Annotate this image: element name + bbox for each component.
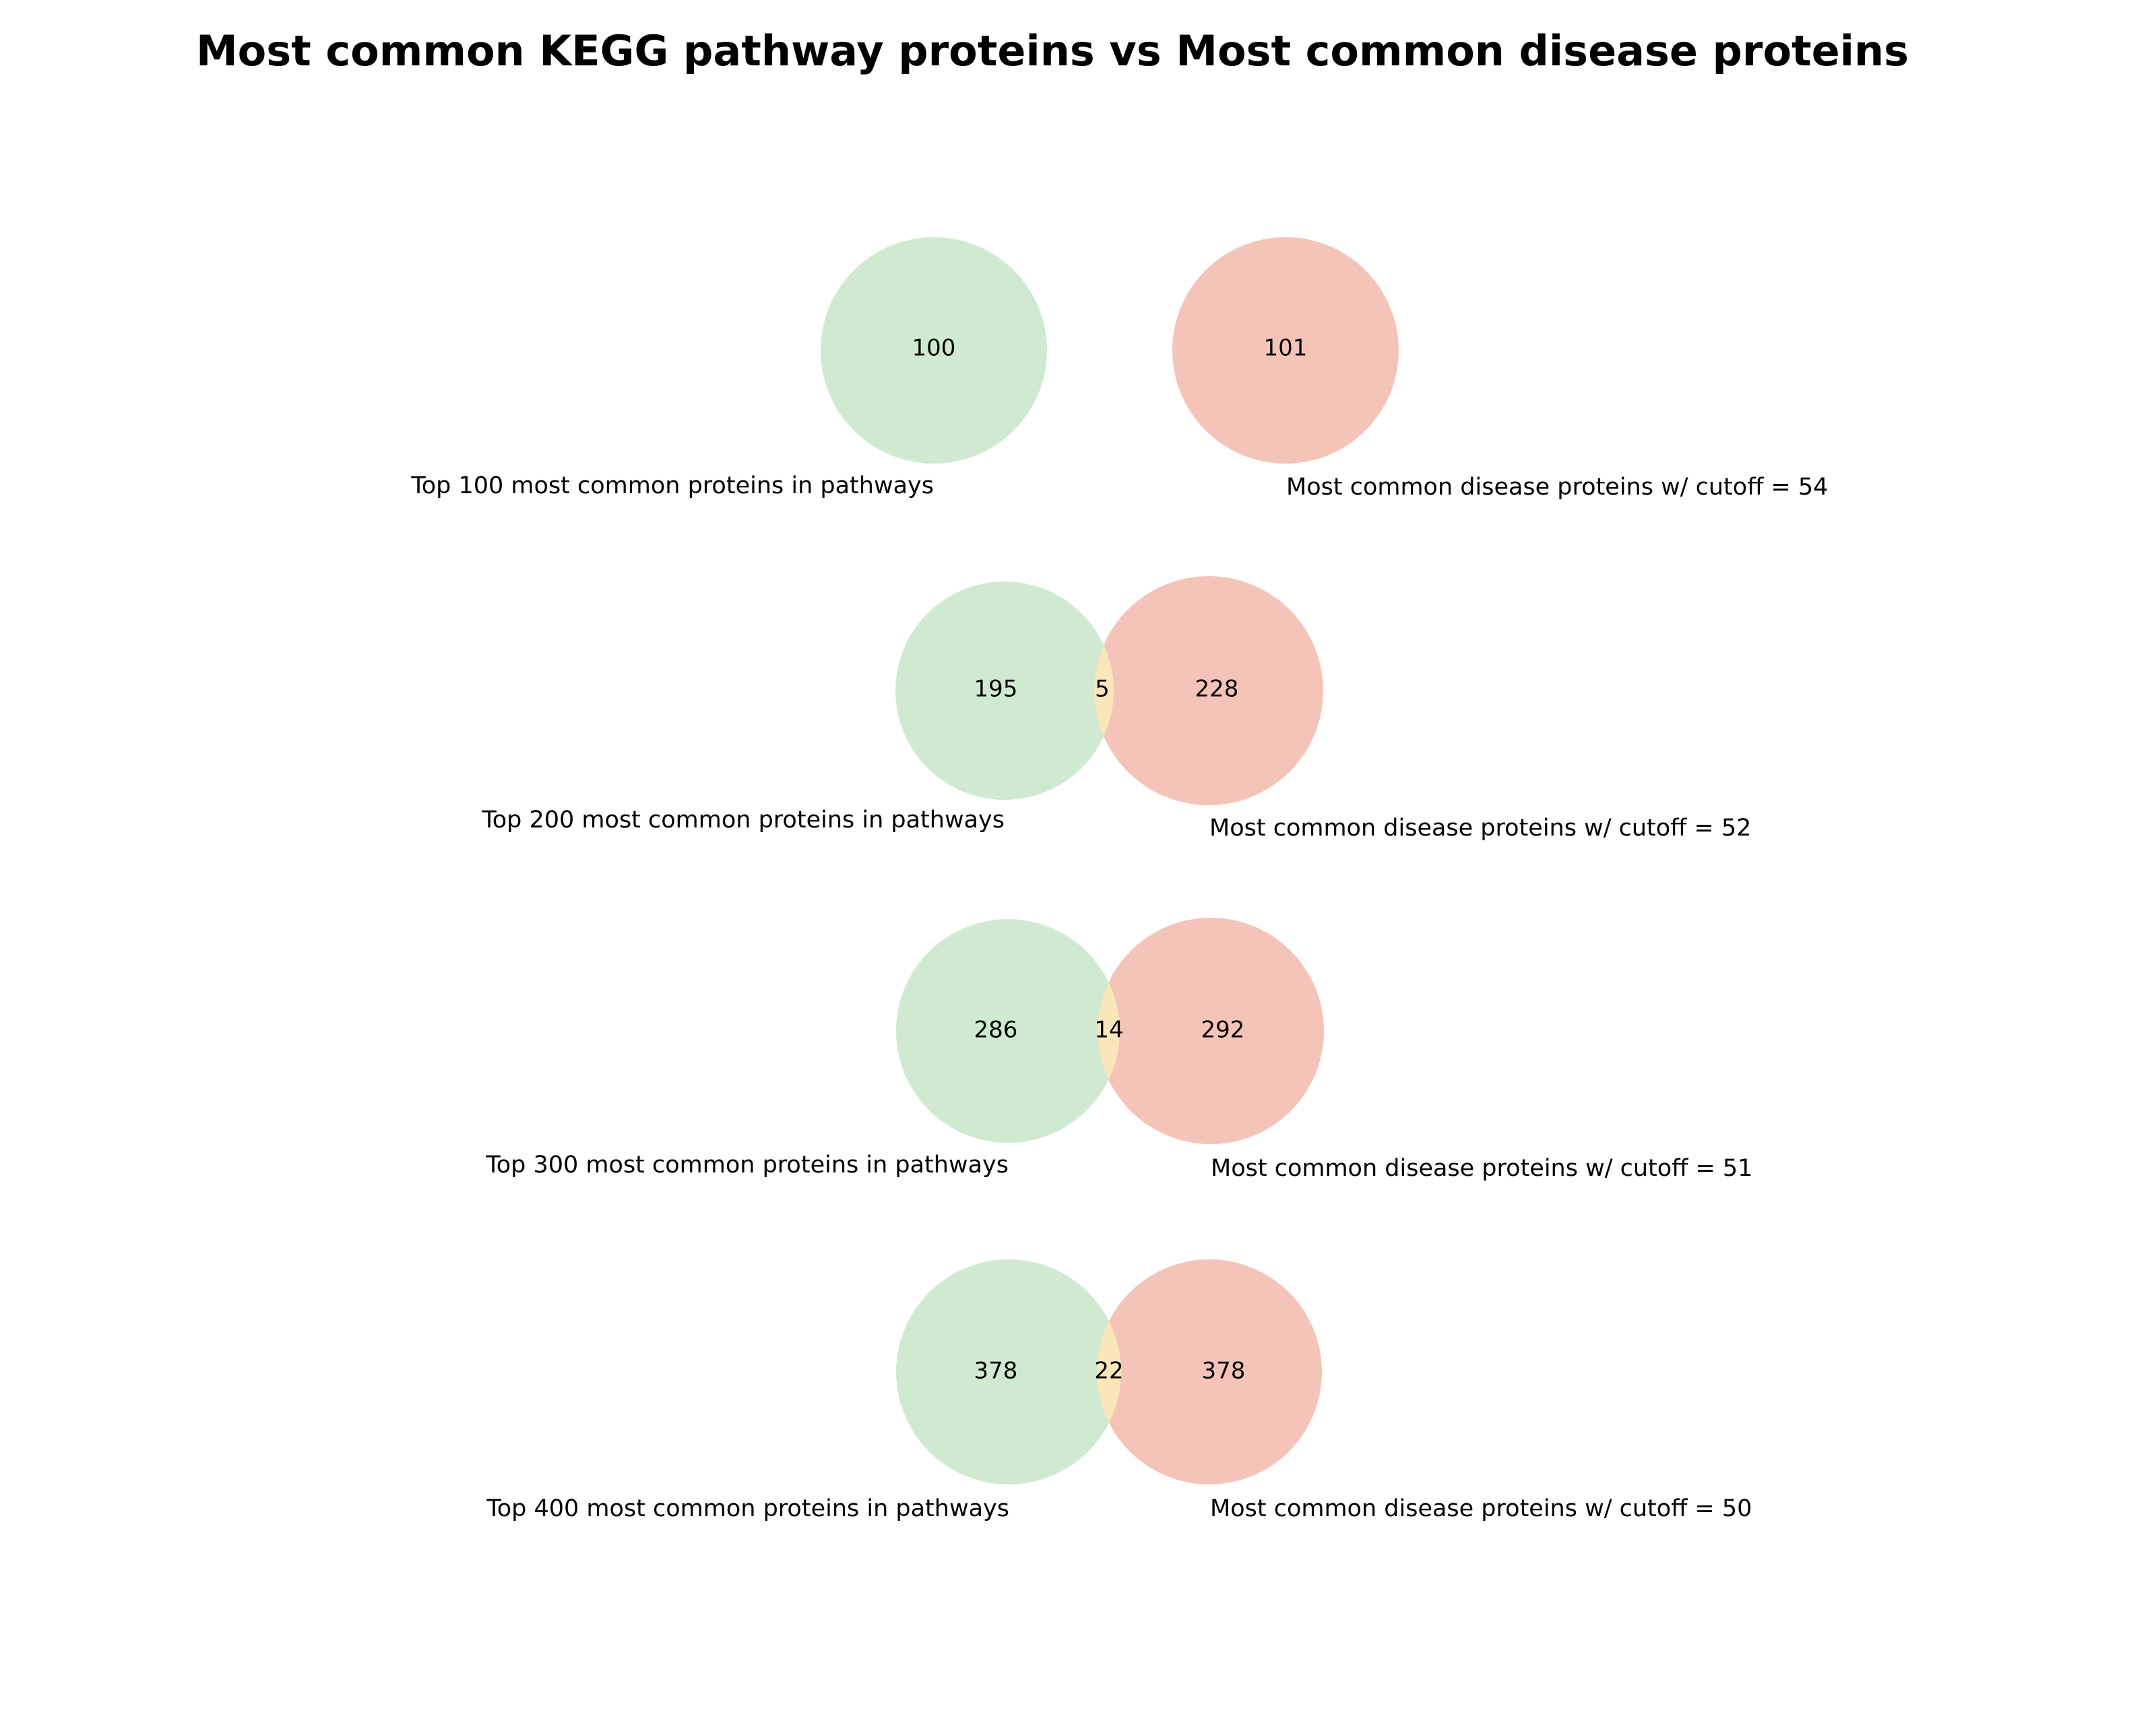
disease-only-count: 378 <box>1202 1358 1246 1385</box>
disease-set-label: Most common disease proteins w/ cutoff =… <box>1286 474 1828 501</box>
pathway-only-count: 100 <box>912 335 956 362</box>
pathway-only-count: 378 <box>974 1358 1018 1385</box>
venn-diagram: 195 5 228 Top 200 most common proteins i… <box>481 576 1751 842</box>
venn-diagram: 100 101 Top 100 most common proteins in … <box>410 237 1828 501</box>
pathway-set-circle <box>896 919 1120 1143</box>
disease-only-count: 292 <box>1201 1017 1245 1044</box>
disease-set-label: Most common disease proteins w/ cutoff =… <box>1210 1495 1752 1522</box>
pathway-only-count: 195 <box>974 676 1018 703</box>
pathway-set-label: Top 100 most common proteins in pathways <box>410 472 934 499</box>
overlap-count: 14 <box>1094 1017 1123 1044</box>
disease-set-circle <box>1094 576 1323 805</box>
disease-set-circle <box>1172 237 1399 464</box>
disease-set-label: Most common disease proteins w/ cutoff =… <box>1209 815 1751 842</box>
pathway-set-label: Top 300 most common proteins in pathways <box>485 1152 1009 1179</box>
pathway-set-circle <box>821 237 1047 464</box>
venn-diagram: 378 22 378 Top 400 most common proteins … <box>486 1259 1752 1522</box>
figure-title: Most common KEGG pathway proteins vs Mos… <box>196 26 1909 75</box>
pathway-set-circle <box>895 582 1114 800</box>
disease-set-circle <box>1098 918 1324 1144</box>
disease-only-count: 228 <box>1195 676 1239 703</box>
overlap-count: 5 <box>1095 676 1110 703</box>
disease-only-count: 101 <box>1264 335 1308 362</box>
overlap-count: 22 <box>1094 1358 1123 1385</box>
venn-diagram: 286 14 292 Top 300 most common proteins … <box>485 918 1752 1182</box>
pathway-only-count: 286 <box>974 1017 1018 1044</box>
pathway-set-label: Top 200 most common proteins in pathways <box>481 807 1005 834</box>
pathway-set-circle <box>896 1259 1121 1484</box>
disease-set-circle <box>1097 1259 1322 1484</box>
disease-set-label: Most common disease proteins w/ cutoff =… <box>1211 1155 1752 1182</box>
pathway-set-label: Top 400 most common proteins in pathways <box>486 1495 1009 1522</box>
